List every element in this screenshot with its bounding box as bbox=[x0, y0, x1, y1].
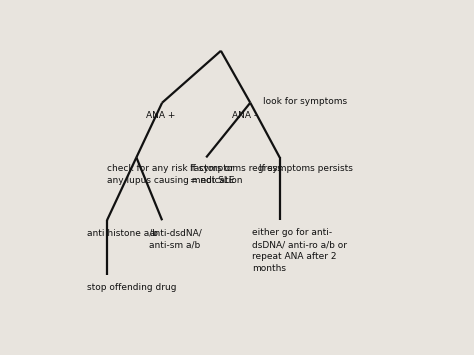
Text: look for symptoms: look for symptoms bbox=[263, 97, 347, 106]
Text: either go for anti-
dsDNA/ anti-ro a/b or
repeat ANA after 2
months: either go for anti- dsDNA/ anti-ro a/b o… bbox=[252, 229, 347, 273]
Text: anti histone a/b: anti histone a/b bbox=[87, 229, 158, 237]
Text: If symptoms persists: If symptoms persists bbox=[259, 164, 353, 173]
Text: If symptoms regress
= not SLE: If symptoms regress = not SLE bbox=[190, 164, 282, 185]
Text: stop offending drug: stop offending drug bbox=[87, 283, 176, 292]
Text: check for any risk factors or
any lupus causing medication: check for any risk factors or any lupus … bbox=[107, 164, 243, 185]
Text: ANA +: ANA + bbox=[146, 111, 175, 120]
Text: anti-dsdNA/
anti-sm a/b: anti-dsdNA/ anti-sm a/b bbox=[149, 229, 202, 249]
Text: ANA -: ANA - bbox=[232, 111, 257, 120]
